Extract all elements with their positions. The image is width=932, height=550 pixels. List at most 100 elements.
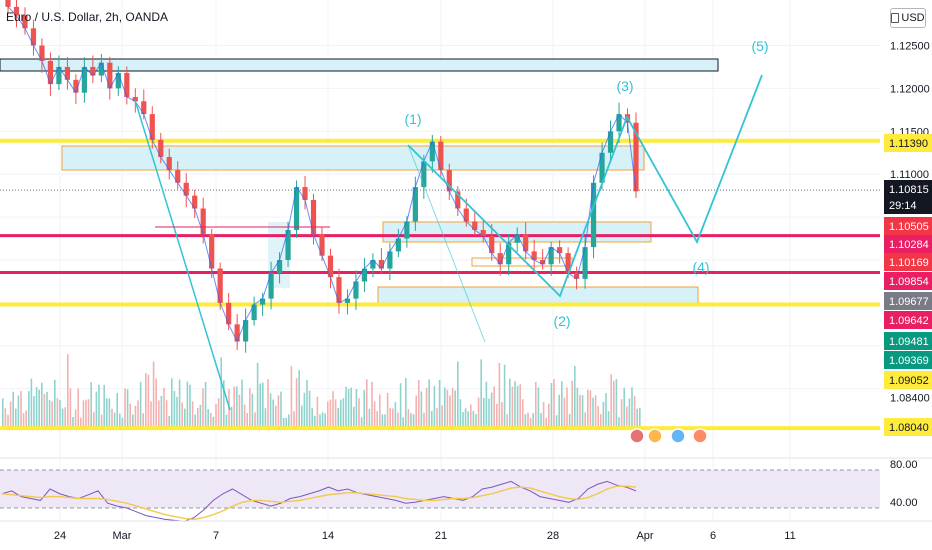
volume-bar (171, 378, 173, 428)
currency-button[interactable]: USD (890, 8, 926, 28)
volume-bar (48, 399, 51, 428)
price-axis[interactable]: 1.125001.120001.115001.110001.084001.113… (884, 41, 932, 510)
volume-bar (371, 381, 373, 428)
volume-bar (477, 397, 480, 428)
volume-bar (303, 392, 306, 428)
candle (158, 139, 164, 158)
candle (64, 66, 71, 80)
volume-bar (350, 387, 352, 428)
candle (234, 324, 240, 342)
volume-bar (197, 407, 199, 428)
candle (480, 229, 486, 236)
volume-bar (51, 401, 53, 428)
volume-bars (2, 354, 641, 428)
volume-bar (321, 412, 324, 428)
volume-bar (459, 399, 462, 428)
volume-bar (529, 417, 532, 428)
volume-bar (272, 399, 274, 428)
price-label-bg (884, 332, 932, 350)
volume-bar (225, 414, 228, 428)
volume-bar (490, 392, 493, 428)
candle (353, 281, 359, 299)
event-icon[interactable] (670, 428, 686, 444)
wave-label: (5) (751, 38, 768, 54)
volume-bar (145, 373, 147, 428)
candle (497, 253, 503, 265)
volume-bar (613, 380, 615, 428)
volume-bar (568, 414, 571, 428)
volume-bar (308, 390, 311, 428)
wave-label: (4) (692, 259, 709, 275)
volume-bar (418, 380, 420, 428)
volume-bar (527, 412, 529, 428)
volume-bar (264, 408, 267, 428)
event-icon[interactable] (647, 428, 663, 444)
volume-bar (420, 391, 423, 428)
volume-bar (415, 395, 417, 428)
volume-bar (108, 398, 111, 428)
volume-bar (425, 387, 428, 428)
volume-bar (256, 362, 259, 428)
volume-bar (269, 393, 272, 428)
volume-bar (186, 381, 189, 428)
volume-bar (139, 381, 142, 428)
event-icon[interactable] (692, 428, 708, 444)
candle (523, 234, 529, 252)
candle (616, 114, 622, 132)
candle (412, 187, 418, 222)
volume-bar (54, 379, 56, 428)
event-icon[interactable] (629, 428, 645, 444)
candle (56, 66, 62, 85)
candle (98, 62, 104, 76)
chart-title: Euro / U.S. Dollar, 2h, OANDA (6, 10, 169, 24)
volume-bar (220, 357, 222, 428)
volume-bar (363, 389, 365, 428)
candle (81, 66, 87, 93)
rsi-line (1, 480, 637, 522)
candle (183, 182, 189, 196)
price-label-bg (884, 253, 932, 271)
volume-bar (230, 406, 233, 428)
volume-bar (212, 416, 215, 428)
volume-bar (392, 408, 394, 428)
time-tick: 6 (710, 530, 716, 542)
volume-bar (496, 403, 498, 428)
candle (5, 0, 11, 7)
candle (166, 157, 172, 170)
volume-bar (90, 382, 92, 428)
volume-bar (516, 386, 519, 428)
candle (540, 260, 546, 265)
zones (0, 58, 719, 306)
time-axis[interactable]: 24 Mar 7 14 21 28 Apr 6 11 (0, 520, 932, 542)
volume-bar (126, 389, 129, 428)
volume-bar (233, 386, 235, 428)
price-label: 1.10284 (889, 239, 929, 251)
volume-bar (480, 359, 482, 428)
volume-bar (511, 386, 514, 428)
volume-bar (9, 401, 12, 428)
volume-bar (33, 396, 35, 428)
candle (344, 298, 351, 303)
volume-bar (441, 405, 443, 428)
event-icons[interactable] (629, 428, 708, 444)
volume-bar (360, 417, 363, 428)
candle (47, 60, 54, 85)
volume-bar (12, 391, 14, 428)
volume-bar (93, 411, 95, 428)
candle (404, 221, 410, 239)
price-label: 1.10505 (889, 221, 929, 233)
candle (285, 229, 291, 260)
candle (429, 141, 435, 162)
volume-bar (176, 396, 178, 428)
candle (395, 238, 401, 252)
candle (489, 235, 495, 254)
price-label-bg (884, 134, 932, 152)
volume-bar (470, 404, 472, 428)
volume-bar (472, 410, 475, 428)
volume-bar (532, 413, 534, 428)
volume-bar (566, 387, 568, 428)
volume-bar (150, 401, 152, 428)
volume-bar (77, 388, 79, 428)
volume-bar (639, 407, 641, 428)
